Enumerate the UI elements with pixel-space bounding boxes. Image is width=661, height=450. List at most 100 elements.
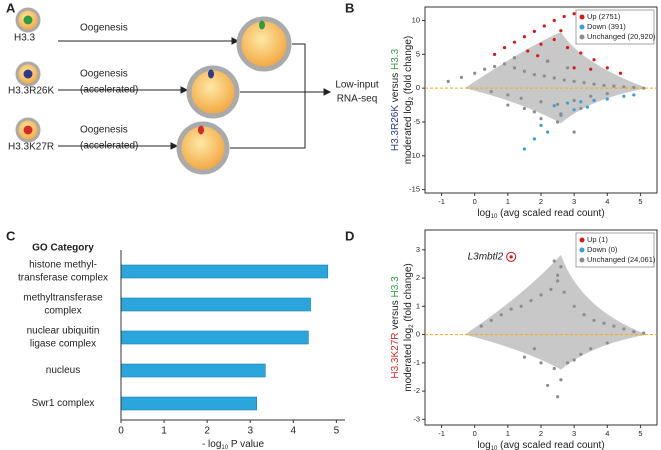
text-part: - log <box>202 439 221 450</box>
point <box>605 66 609 70</box>
point <box>622 94 626 98</box>
y-tick-label: -10 <box>409 151 420 160</box>
y-tick-label: 1 <box>416 301 420 310</box>
legend-marker <box>579 34 585 40</box>
arrowhead <box>180 86 189 94</box>
process-label: (accelerated) <box>80 85 138 96</box>
point <box>605 97 609 101</box>
annotation: L3mbtl2 <box>468 251 504 262</box>
nucleus <box>208 69 214 79</box>
y-tick-label: -2 <box>413 386 420 395</box>
x-tick-label: 3 <box>572 197 576 206</box>
nucleus <box>23 15 33 25</box>
point <box>446 79 450 83</box>
point <box>489 318 493 323</box>
point <box>555 279 560 283</box>
construct-label: H3.3K27R <box>8 142 54 153</box>
nucleus <box>259 20 265 30</box>
point <box>522 355 527 359</box>
arrowhead <box>170 142 179 150</box>
y-tick-label: 2 <box>416 273 420 282</box>
point <box>509 307 513 311</box>
text-part: P value <box>228 439 264 450</box>
x-tick-label: 5 <box>334 426 340 437</box>
output-label: RNA-seq <box>337 94 378 105</box>
diagram-text: H3.3 Oogenesis H3.3R26K Oogenesis (accelerat… <box>8 23 379 153</box>
point <box>555 102 560 106</box>
text-part: (avg scaled read count) <box>497 208 604 219</box>
point <box>509 255 513 259</box>
text-part: log <box>477 208 490 219</box>
x-axis-label: log10 (avg scaled read count) <box>477 208 604 220</box>
point <box>506 93 510 97</box>
point <box>562 290 566 294</box>
legend-label: Up (2751) <box>587 12 621 21</box>
chart-title: GO Category <box>32 243 94 254</box>
legend-box <box>575 9 655 45</box>
point <box>493 52 497 56</box>
point <box>612 324 616 328</box>
process-label: Oogenesis <box>80 125 128 136</box>
point <box>526 49 530 53</box>
text-part: versus <box>390 297 401 332</box>
process-label: Oogenesis <box>80 69 128 80</box>
construct-label: H3.3 <box>14 33 36 44</box>
y-tick-label: 3 <box>416 245 420 254</box>
text-part: H3.3 <box>390 48 401 70</box>
nucleus <box>23 69 33 79</box>
oocyte <box>176 121 230 175</box>
point <box>589 94 593 98</box>
oocyte <box>186 65 240 119</box>
point <box>565 45 570 50</box>
point <box>549 287 553 291</box>
point <box>589 347 593 351</box>
point <box>519 304 523 308</box>
point <box>592 98 596 102</box>
legend-label: Up (1) <box>587 235 608 244</box>
legend-label: Down (0) <box>587 245 618 254</box>
category-label: Swr1 complex <box>32 398 95 409</box>
point <box>483 67 487 71</box>
point <box>512 40 517 44</box>
text-part: (fold change) <box>403 263 414 324</box>
point <box>559 265 563 269</box>
y-tick-label: -3 <box>413 414 420 423</box>
point <box>592 58 596 62</box>
x-tick-label: 2 <box>539 197 543 206</box>
category-label: nucleus <box>46 365 80 376</box>
point <box>522 69 527 73</box>
y-axis-label: H3.3K27R versus H3.3 <box>390 276 401 379</box>
category-label: histone methyl- <box>29 260 97 271</box>
point <box>555 273 560 277</box>
point <box>579 352 583 356</box>
legend-marker <box>579 237 585 243</box>
point <box>552 259 556 263</box>
bar <box>120 330 309 345</box>
point <box>572 130 576 134</box>
panel-label: D <box>345 228 354 243</box>
text-part: 2 <box>409 324 415 328</box>
diagram <box>58 37 332 150</box>
point <box>572 98 576 102</box>
x-tick-label: 3 <box>247 426 253 437</box>
x-tick-label: 4 <box>291 426 297 437</box>
point <box>572 108 576 112</box>
point <box>562 78 566 82</box>
point <box>559 29 563 33</box>
bar <box>120 396 257 411</box>
process-label: (accelerated) <box>80 141 138 152</box>
point <box>642 86 646 90</box>
x-tick-label: 1 <box>161 426 167 437</box>
category-label: nuclear ubiquitin <box>27 326 100 337</box>
legend-label: Unchanged (24,061) <box>587 255 656 264</box>
point <box>539 293 543 297</box>
point <box>512 66 517 70</box>
point <box>589 67 593 71</box>
x-tick-label: 3 <box>572 429 576 438</box>
point <box>519 96 523 100</box>
point <box>642 331 646 335</box>
point <box>552 37 556 42</box>
point <box>565 101 570 105</box>
point <box>542 74 546 78</box>
